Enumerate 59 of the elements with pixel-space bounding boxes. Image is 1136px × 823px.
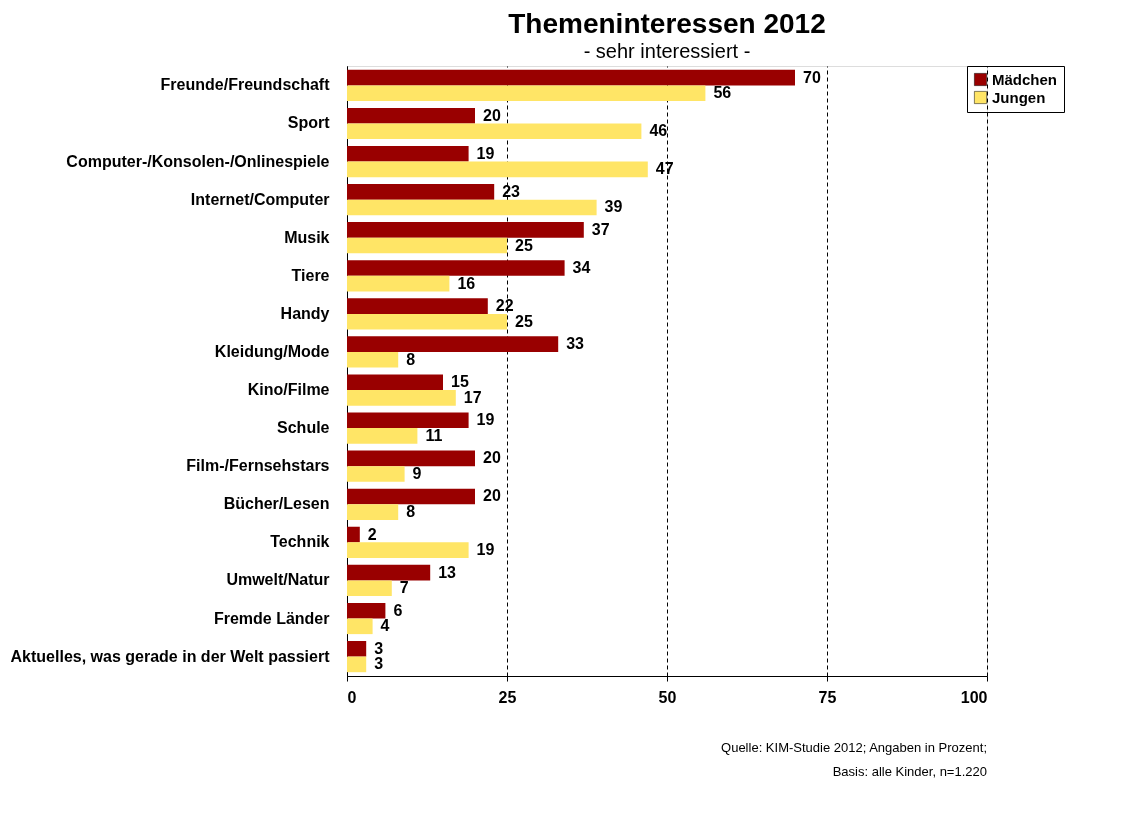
source-note: Quelle: KIM-Studie 2012; Angaben in Prozent; (721, 740, 987, 755)
x-tick-label: 25 (498, 688, 517, 706)
data-label: 19 (476, 144, 495, 162)
data-label: 3 (374, 639, 384, 657)
y-tick-label: Umwelt/Natur (226, 571, 330, 589)
y-tick-label: Sport (287, 114, 331, 132)
chart-title: Themeninteressen 2012 (508, 7, 826, 39)
data-label: 37 (591, 220, 610, 238)
data-label: 25 (515, 236, 533, 254)
data-label: 19 (476, 541, 495, 559)
data-label: 39 (604, 198, 623, 216)
y-tick-label: Technik (270, 533, 330, 551)
x-tick-label: 50 (658, 688, 677, 706)
y-tick-label: Film-/Fernsehstars (186, 457, 330, 475)
y-tick-label: Computer-/Konsolen-/Onlinespiele (66, 152, 330, 170)
data-label: 23 (502, 182, 521, 200)
y-tick-label: Musik (284, 228, 330, 246)
y-tick-label: Aktuelles, was gerade in der Welt passiert (10, 647, 331, 665)
data-label: 3 (374, 655, 384, 673)
data-label: 8 (406, 350, 416, 368)
x-tick-label: 100 (960, 688, 988, 706)
y-tick-label: Bücher/Lesen (223, 495, 330, 513)
data-label: 15 (451, 373, 469, 391)
data-label: 20 (483, 449, 501, 467)
y-tick-label: Tiere (291, 266, 330, 284)
y-tick-label: Freunde/Freundschaft (160, 76, 331, 94)
y-tick-label: Kleidung/Mode (214, 342, 330, 360)
data-label: 56 (713, 84, 732, 102)
data-label: 34 (572, 259, 591, 276)
data-label: 20 (483, 106, 501, 124)
data-label: 6 (393, 601, 403, 619)
data-label: 8 (406, 503, 416, 521)
legend-label: Mädchen (992, 70, 1058, 88)
y-tick-label: Internet/Computer (190, 190, 330, 208)
data-label: 22 (495, 297, 514, 315)
data-label: 33 (566, 335, 585, 353)
x-tick-label: 0 (347, 688, 357, 706)
data-label: 17 (463, 388, 482, 406)
data-label: 4 (380, 617, 390, 635)
data-label: 16 (457, 274, 476, 292)
y-tick-label: Kino/Filme (247, 381, 330, 399)
data-label: 2 (367, 525, 377, 543)
chart-subtitle: - sehr interessiert - (583, 39, 751, 62)
legend-label: Jungen (992, 88, 1046, 106)
data-label: 46 (649, 122, 668, 140)
y-tick-label: Handy (280, 304, 330, 322)
data-label: 25 (515, 312, 533, 330)
data-label: 19 (476, 411, 495, 429)
data-label: 47 (655, 160, 674, 178)
data-label: 7 (399, 579, 409, 597)
data-label: 20 (483, 487, 501, 505)
text: Basis: alle Kinder, n=1.220 (832, 764, 987, 779)
data-label: 9 (412, 465, 422, 482)
data-label: 13 (438, 563, 457, 581)
y-tick-label: Schule (277, 419, 330, 437)
data-label: 11 (425, 426, 443, 444)
data-label: 70 (803, 68, 821, 86)
x-tick-label: 75 (818, 688, 837, 706)
y-tick-label: Fremde Länder (213, 609, 330, 627)
